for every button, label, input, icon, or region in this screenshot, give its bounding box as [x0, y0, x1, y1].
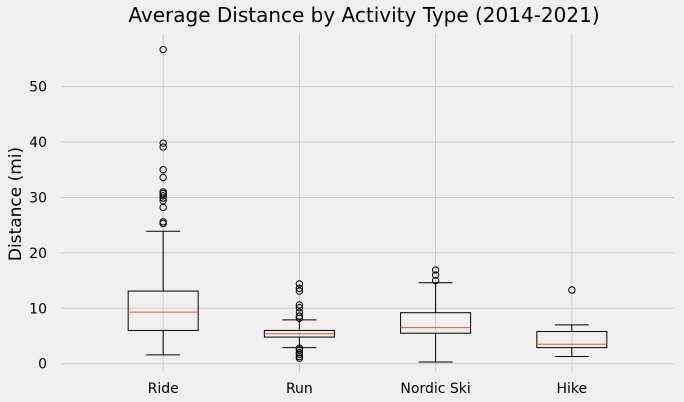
- outlier-point: [431, 271, 440, 279]
- outlier-point: [159, 173, 167, 182]
- x-tick-layer: Ride Run Nordic Ski Hike: [148, 381, 588, 397]
- outlier-point: [295, 287, 304, 295]
- y-tick-label: 20: [29, 246, 47, 262]
- outlier-point: [295, 304, 304, 312]
- outlier-point: [159, 218, 167, 226]
- outlier-point: [159, 188, 167, 196]
- outlier-point: [159, 166, 167, 174]
- outlier-point: [159, 192, 167, 200]
- outlier-point: [295, 280, 304, 288]
- box-group: [400, 266, 472, 363]
- outlier-point: [159, 197, 167, 205]
- box-group: [127, 45, 199, 356]
- y-tick-label: 50: [29, 80, 47, 96]
- outlier-point: [431, 266, 440, 274]
- box-layer: [127, 45, 608, 363]
- outlier-point: [159, 143, 167, 151]
- outlier-point: [295, 284, 304, 293]
- outlier-point: [431, 276, 440, 285]
- iqr-box: [536, 331, 608, 349]
- x-tick-label: Hike: [557, 381, 588, 397]
- y-tick-label: 40: [29, 135, 47, 151]
- box-group: [536, 286, 608, 357]
- x-tick-label: Ride: [148, 381, 179, 397]
- outlier-point: [295, 344, 304, 352]
- y-tick-layer: 0 10 20 30 40 50: [29, 80, 47, 373]
- x-tick-label: Run: [286, 381, 313, 397]
- chart-title: Average Distance by Activity Type (2014-…: [128, 3, 599, 27]
- box-group: [263, 280, 335, 362]
- x-tick-label: Nordic Ski: [400, 381, 470, 397]
- y-tick-label: 0: [38, 357, 47, 373]
- iqr-box: [400, 312, 472, 334]
- iqr-box: [127, 290, 199, 331]
- outlier-point: [568, 286, 576, 294]
- y-axis-label: Distance (mi): [6, 147, 26, 261]
- outlier-point: [159, 139, 167, 147]
- outlier-point: [295, 308, 304, 316]
- y-tick-label: 30: [29, 190, 47, 206]
- outlier-point: [159, 45, 167, 54]
- y-tick-label: 10: [29, 301, 47, 317]
- grid-layer: [61, 34, 674, 372]
- outlier-point: [295, 348, 304, 357]
- outlier-point: [295, 312, 304, 320]
- outlier-point: [295, 301, 304, 309]
